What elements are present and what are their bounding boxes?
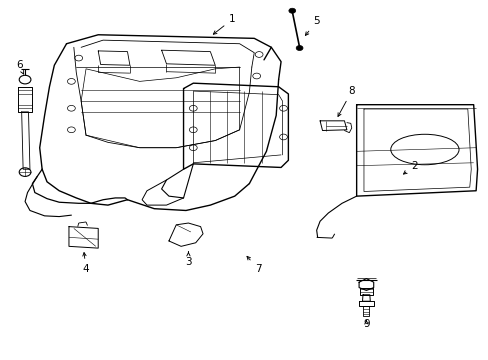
Circle shape [288,8,295,13]
Text: 3: 3 [185,252,191,267]
Text: 1: 1 [213,14,235,34]
Text: 4: 4 [82,253,89,274]
Circle shape [296,45,303,50]
Text: 2: 2 [403,161,417,174]
Text: 5: 5 [305,17,319,35]
Text: 7: 7 [246,256,261,274]
Text: 9: 9 [363,319,369,329]
Text: 6: 6 [16,60,23,74]
Text: 8: 8 [337,86,354,116]
